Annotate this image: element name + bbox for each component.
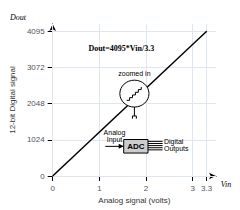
svg-text:0: 0 bbox=[50, 184, 55, 193]
svg-text:zoomed in: zoomed in bbox=[118, 70, 150, 77]
svg-text:ADC: ADC bbox=[127, 142, 145, 151]
svg-text:3.3: 3.3 bbox=[201, 184, 213, 193]
svg-text:Analog: Analog bbox=[103, 128, 126, 136]
svg-text:2: 2 bbox=[144, 184, 149, 193]
svg-text:Dout: Dout bbox=[9, 13, 27, 22]
svg-text:1: 1 bbox=[97, 184, 102, 193]
svg-text:Dout=4095*Vin/3.3: Dout=4095*Vin/3.3 bbox=[88, 44, 154, 53]
svg-text:Analog signal (volts): Analog signal (volts) bbox=[98, 196, 170, 205]
svg-text:0: 0 bbox=[40, 172, 45, 181]
svg-text:3072: 3072 bbox=[27, 63, 45, 72]
svg-text:2048: 2048 bbox=[27, 99, 45, 108]
svg-text:12-bit Digital signal: 12-bit Digital signal bbox=[8, 66, 17, 134]
svg-text:4095: 4095 bbox=[27, 27, 45, 36]
svg-text:Vin: Vin bbox=[221, 180, 232, 189]
svg-text:Outputs: Outputs bbox=[164, 145, 189, 153]
svg-text:Digital: Digital bbox=[164, 137, 184, 145]
svg-text:3: 3 bbox=[190, 184, 195, 193]
svg-text:1024: 1024 bbox=[27, 135, 45, 144]
svg-text:Input: Input bbox=[107, 136, 123, 144]
